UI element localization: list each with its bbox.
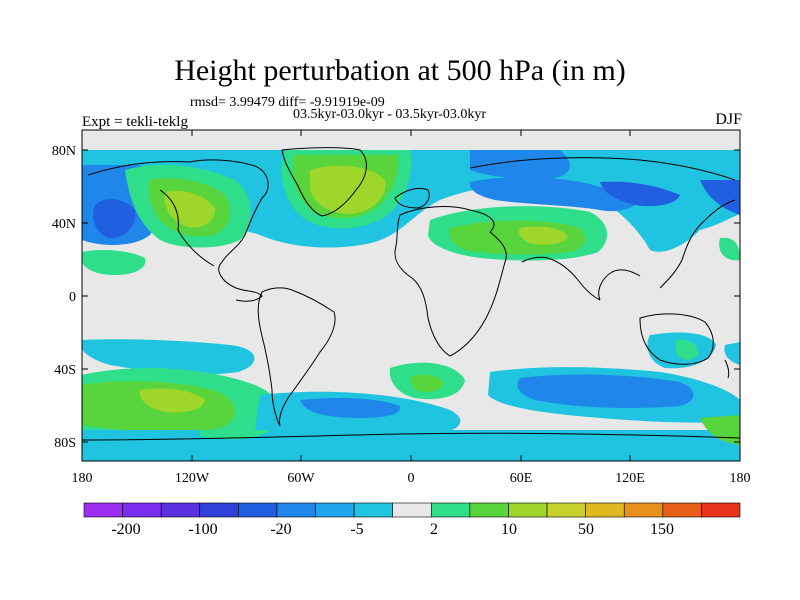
lat-label-80s: 80S [54, 436, 76, 451]
colorbar-label-8: 150 [650, 521, 674, 538]
colorbar-swatch-15 [623, 502, 664, 518]
experiment-label: Expt = tekli-teklg [82, 114, 188, 130]
lat-label-40n: 40N [52, 217, 76, 232]
period-label: 03.5kyr-03.0kyr - 03.5kyr-03.0kyr [293, 107, 487, 122]
colorbar-swatch-14 [585, 502, 625, 518]
lon-label-60w: 60W [287, 471, 315, 486]
lat-labels: 80N 40N 0 40S 80S [52, 144, 76, 451]
lat-label-0: 0 [69, 290, 76, 305]
colorbar-swatch-13 [546, 502, 586, 518]
colorbar-swatch-3 [160, 502, 201, 518]
colorbar-swatch-11 [469, 502, 509, 518]
colorbar-label-5: 2 [430, 521, 438, 538]
lon-label-0: 0 [408, 471, 415, 486]
season-label: DJF [715, 111, 742, 128]
colorbar-swatch-2 [122, 502, 162, 518]
lon-label-180w: 180 [72, 471, 93, 486]
colorbar-label-6: 10 [501, 521, 517, 538]
colorbar-swatch-6 [276, 502, 316, 518]
colorbar-swatch-16 [662, 502, 702, 518]
lat-label-40s: 40S [54, 363, 76, 378]
colorbar-labels: -200 -100 -20 -5 2 10 50 150 [111, 521, 674, 538]
colorbar-label-7: 50 [578, 521, 594, 538]
colorbar-label-4: -5 [350, 521, 363, 538]
colorbar-swatch-5 [238, 502, 278, 518]
colorbar-label-3: -20 [270, 521, 291, 538]
lon-label-60e: 60E [510, 471, 533, 486]
colorbar-swatch-8 [353, 502, 394, 518]
lon-labels: 180 120W 60W 0 60E 120E 180 [72, 471, 751, 486]
map-panel [82, 130, 740, 461]
lon-label-120w: 120W [175, 471, 210, 486]
lon-label-180e: 180 [730, 471, 751, 486]
colorbar-swatch-12 [508, 502, 548, 518]
colorbar-swatch-4 [199, 502, 239, 518]
colorbar [83, 502, 741, 518]
lat-ticks [82, 149, 740, 443]
colorbar-label-1: -200 [111, 521, 140, 538]
colorbar-swatch-1 [83, 502, 123, 518]
colorbar-swatch-17 [701, 502, 741, 518]
chart-title: Height perturbation at 500 hPa (in m) [174, 54, 626, 87]
lat-label-80n: 80N [52, 144, 76, 159]
lon-label-120e: 120E [615, 471, 645, 486]
lon-ticks [81, 130, 741, 461]
colorbar-swatch-7 [315, 502, 355, 518]
colorbar-swatch-9 [392, 502, 432, 518]
rmsd-label: rmsd= 3.99479 diff= -9.91919e-09 [190, 95, 385, 110]
coastlines [82, 147, 740, 441]
contour-fills-north [82, 150, 740, 275]
colorbar-label-2: -100 [188, 521, 217, 538]
colorbar-swatch-10 [430, 502, 471, 518]
